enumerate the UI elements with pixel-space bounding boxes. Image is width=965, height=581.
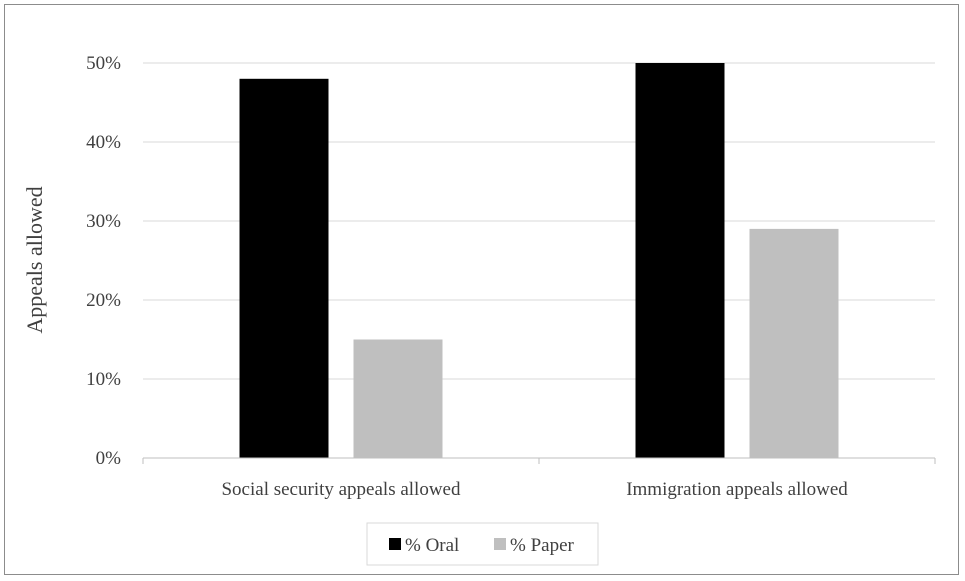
y-tick-label: 30% [86,211,121,232]
bar-oral-2 [635,63,725,458]
bar-paper-1 [353,339,443,458]
axes [142,457,936,464]
y-tick-label: 40% [86,132,121,153]
legend-swatch [494,538,506,550]
legend-label: % Oral [405,535,459,556]
bar-paper-2 [749,228,839,458]
y-tick-label: 0% [96,448,122,469]
bar-oral-1 [239,78,329,459]
legend: % Oral % Paper [366,522,599,566]
y-tick-label: 50% [86,53,121,74]
category-labels: Social security appeals allowed Immigrati… [221,479,848,500]
y-tick-label: 20% [86,290,121,311]
y-tick-labels: 0% 10% 20% 30% 40% 50% [86,53,121,469]
category-label: Immigration appeals allowed [626,479,848,500]
y-axis-label: Appeals allowed [22,186,47,333]
category-label: Social security appeals allowed [221,479,461,500]
legend-swatch [389,538,401,550]
y-tick-label: 10% [86,369,121,390]
legend-label: % Paper [510,535,575,556]
bars [239,63,839,459]
legend-box [366,522,599,566]
